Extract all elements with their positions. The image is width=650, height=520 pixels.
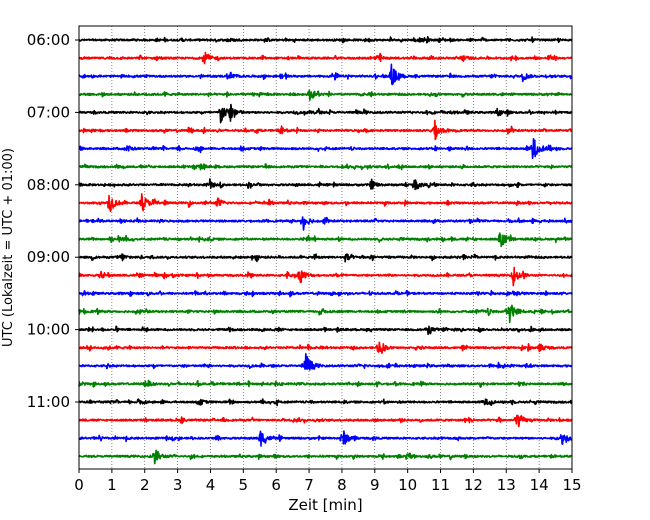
y-axis-label: UTC (Lokalzeit = UTC + 01:00)	[1, 148, 16, 347]
x-tick-label: 2	[140, 476, 150, 494]
trace-0830	[78, 216, 573, 231]
y-axis-ticks: 06:00 07:00 08:00 09:00 10:00 11:00	[27, 31, 79, 411]
x-tick-label: 0	[74, 476, 84, 494]
trace-lines	[78, 35, 573, 465]
trace-0845	[78, 232, 573, 248]
x-tick-label: 5	[239, 476, 249, 494]
trace-1130	[78, 430, 573, 447]
x-tick-label: 13	[497, 476, 516, 494]
x-axis-label: Zeit [min]	[288, 496, 362, 514]
x-axis-ticks: 0 1 2 3 4 5 6 7 8 9 10 11 12 13 14 15	[74, 469, 582, 494]
y-tick-label: 06:00	[27, 31, 70, 49]
trace-0945	[78, 304, 573, 324]
trace-0645	[78, 89, 573, 101]
trace-1045	[78, 379, 573, 388]
trace-0800	[78, 178, 573, 191]
trace-1030	[78, 352, 573, 371]
y-tick-label: 10:00	[27, 321, 70, 339]
trace-0600	[78, 35, 573, 44]
trace-0815	[78, 193, 573, 213]
trace-1100	[78, 398, 573, 407]
x-tick-label: 12	[464, 476, 483, 494]
trace-0715	[78, 119, 573, 141]
x-tick-label: 11	[431, 476, 450, 494]
trace-1015	[78, 341, 573, 355]
x-tick-label: 9	[370, 476, 380, 494]
y-tick-label: 08:00	[27, 176, 70, 194]
trace-0745	[78, 163, 573, 171]
trace-0615	[78, 51, 573, 65]
y-tick-label: 09:00	[27, 248, 70, 266]
trace-0730	[78, 138, 573, 160]
grid-lines	[111, 26, 540, 469]
trace-1145	[78, 449, 573, 465]
x-tick-label: 1	[107, 476, 117, 494]
trace-1000	[78, 325, 573, 336]
x-tick-label: 7	[304, 476, 314, 494]
x-tick-label: 4	[206, 476, 216, 494]
trace-1115	[78, 414, 573, 428]
trace-0700	[78, 103, 573, 124]
plot-frame	[78, 25, 573, 470]
x-tick-label: 10	[398, 476, 417, 494]
y-tick-label: 11:00	[27, 393, 70, 411]
x-tick-label: 3	[173, 476, 183, 494]
trace-0900	[78, 253, 573, 263]
x-tick-label: 6	[271, 476, 281, 494]
x-tick-label: 15	[562, 476, 581, 494]
trace-0930	[78, 289, 573, 298]
trace-0630	[78, 63, 573, 86]
x-tick-label: 8	[337, 476, 347, 494]
trace-0915	[78, 266, 573, 287]
x-tick-label: 14	[530, 476, 549, 494]
y-tick-label: 07:00	[27, 103, 70, 121]
